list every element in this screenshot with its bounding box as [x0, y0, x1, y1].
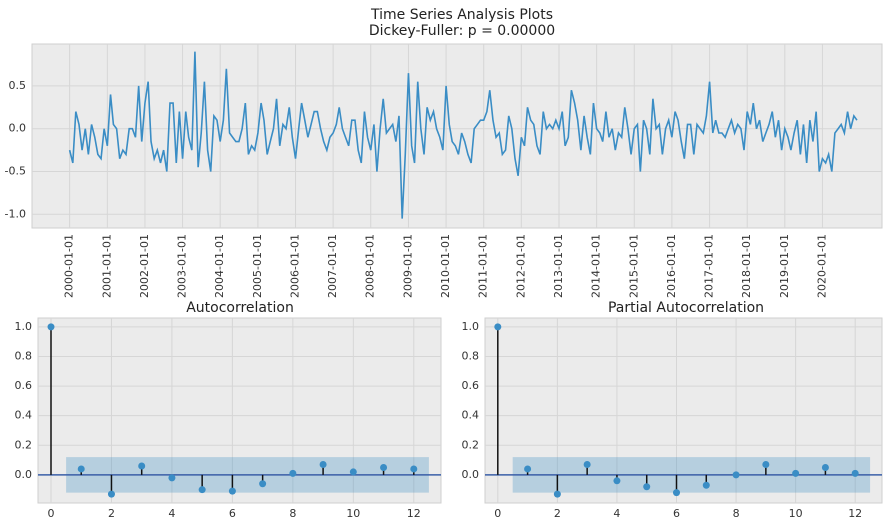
x-tick-label: 12	[848, 507, 862, 520]
stem-marker	[702, 481, 710, 489]
stem-marker	[851, 469, 859, 477]
x-tick-label: 10	[346, 507, 360, 520]
panel-title: Partial Autocorrelation	[608, 300, 764, 316]
x-tick-label: 2018-01-01	[740, 234, 753, 298]
stem-marker	[349, 468, 357, 476]
series-line	[68, 51, 858, 219]
y-tick-label: 0.2	[15, 438, 33, 451]
x-tick-label: 2006-01-01	[289, 234, 302, 298]
stem-marker	[553, 490, 561, 498]
stem-marker	[259, 480, 267, 488]
x-tick-label: 2013-01-01	[552, 234, 565, 298]
x-tick-label: 0	[48, 507, 55, 520]
x-tick-label: 6	[229, 507, 236, 520]
stem-marker	[47, 323, 55, 331]
x-tick-label: 10	[789, 507, 803, 520]
y-tick-label: -1.0	[5, 207, 26, 220]
stem-marker	[673, 489, 681, 497]
x-tick-label: 2000-01-01	[63, 234, 76, 298]
stem-marker	[319, 461, 327, 469]
y-tick-label: 0.0	[15, 468, 33, 481]
x-tick-label: 8	[289, 507, 296, 520]
y-tick-label: 0.0	[462, 468, 480, 481]
x-tick-label: 2	[554, 507, 561, 520]
x-tick-label: 8	[733, 507, 740, 520]
plot-area	[37, 317, 442, 504]
plot-area	[31, 43, 883, 229]
x-tick-label: 2019-01-01	[778, 234, 791, 298]
x-tick-label: 2005-01-01	[251, 234, 264, 298]
plot-area	[484, 317, 883, 504]
stem-marker	[380, 463, 388, 471]
stem-marker	[410, 465, 418, 473]
x-tick-label: 6	[673, 507, 680, 520]
x-tick-label: 2004-01-01	[213, 234, 226, 298]
x-tick-label: 2001-01-01	[100, 234, 113, 298]
x-tick-label: 4	[168, 507, 175, 520]
stem-marker	[168, 474, 176, 482]
x-tick-label: 2016-01-01	[665, 234, 678, 298]
y-tick-label: 1.0	[462, 320, 480, 333]
y-tick-label: 0.5	[9, 79, 27, 92]
y-tick-label: 0.6	[15, 379, 33, 392]
stem-marker	[732, 471, 740, 479]
x-tick-label: 4	[613, 507, 620, 520]
stem-marker	[494, 323, 502, 331]
y-tick-label: 0.0	[9, 122, 27, 135]
chart-subtitle: Dickey-Fuller: p = 0.00000	[369, 23, 555, 39]
x-tick-label: 2010-01-01	[439, 234, 452, 298]
y-tick-label: 0.8	[15, 349, 33, 362]
stem-marker	[228, 487, 236, 495]
y-tick-label: 0.2	[462, 438, 480, 451]
x-tick-label: 2017-01-01	[703, 234, 716, 298]
chart-title: Time Series Analysis Plots	[370, 7, 553, 23]
x-tick-label: 12	[407, 507, 421, 520]
x-tick-label: 2015-01-01	[627, 234, 640, 298]
stem-marker	[524, 465, 532, 473]
x-tick-label: 2002-01-01	[138, 234, 151, 298]
stem-marker	[762, 461, 770, 469]
stem-marker	[138, 462, 146, 470]
stem-marker	[583, 461, 591, 469]
stem-marker	[77, 465, 85, 473]
y-tick-label: 0.8	[462, 349, 480, 362]
stem-marker	[821, 463, 829, 471]
x-tick-label: 2003-01-01	[176, 234, 189, 298]
x-tick-label: 2020-01-01	[815, 234, 828, 298]
stem-marker	[198, 486, 206, 494]
y-tick-label: 1.0	[15, 320, 33, 333]
x-tick-label: 2	[108, 507, 115, 520]
x-tick-label: 2011-01-01	[477, 234, 490, 298]
x-tick-label: 2008-01-01	[364, 234, 377, 298]
y-tick-label: 0.6	[462, 379, 480, 392]
stem-marker	[792, 469, 800, 477]
stem-marker	[643, 483, 651, 491]
x-tick-label: 2007-01-01	[326, 234, 339, 298]
y-tick-label: -0.5	[5, 165, 26, 178]
y-tick-label: 0.4	[462, 409, 480, 422]
stem-marker	[613, 477, 621, 485]
x-tick-label: 2009-01-01	[401, 234, 414, 298]
x-tick-label: 2012-01-01	[514, 234, 527, 298]
y-tick-label: 0.4	[15, 409, 33, 422]
stem-marker	[289, 469, 297, 477]
stem-marker	[107, 490, 115, 498]
panel-title: Autocorrelation	[186, 300, 294, 316]
x-tick-label: 0	[494, 507, 501, 520]
x-tick-label: 2014-01-01	[590, 234, 603, 298]
